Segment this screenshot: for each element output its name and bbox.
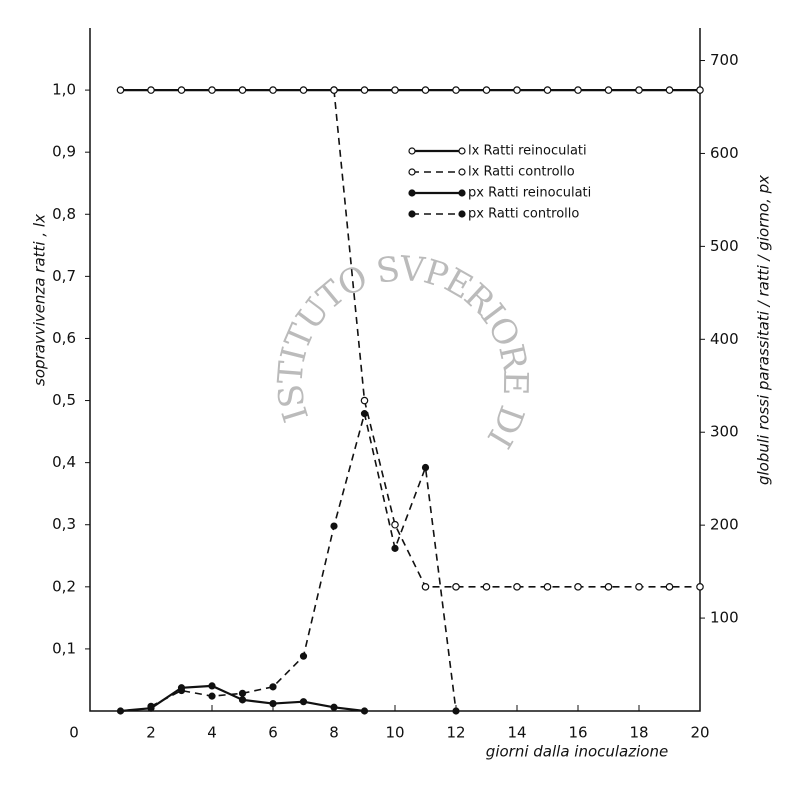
legend-label: lx Ratti controllo <box>468 165 575 180</box>
x-tick-label: 12 <box>446 724 465 742</box>
marker <box>299 652 308 660</box>
legend-marker <box>458 210 466 218</box>
marker <box>208 86 216 94</box>
marker <box>482 583 491 591</box>
marker <box>421 583 430 591</box>
marker <box>299 86 308 94</box>
x-tick-label: 10 <box>385 724 404 742</box>
y2-tick-label: 100 <box>710 609 739 627</box>
legend-marker <box>458 147 466 155</box>
legend-marker <box>408 189 416 197</box>
y2-tick-label: 600 <box>710 144 739 162</box>
marker <box>452 583 460 591</box>
marker <box>391 86 399 94</box>
marker <box>269 699 277 708</box>
marker <box>482 86 491 94</box>
y2-tick-label: 200 <box>710 516 739 534</box>
marker <box>330 703 338 711</box>
marker <box>147 86 155 94</box>
marker <box>421 86 430 94</box>
y-tick-label: 0,1 <box>52 639 76 657</box>
y-tick-label: 0,4 <box>52 453 76 471</box>
marker <box>330 522 338 530</box>
marker <box>696 583 704 591</box>
marker <box>635 86 643 94</box>
marker <box>116 707 125 715</box>
marker <box>391 520 399 529</box>
marker <box>543 583 552 591</box>
marker <box>665 583 674 591</box>
y2-tick-label: 500 <box>710 237 739 255</box>
watermark-text: ISTITUTO SVPERIORE DI SANITÀ <box>0 0 535 465</box>
y2-axis-label: globuli rossi parassitati / ratti / gior… <box>755 175 773 485</box>
marker <box>269 86 277 94</box>
marker <box>208 692 216 700</box>
marker <box>238 696 247 704</box>
x-tick-label: 2 <box>146 724 156 742</box>
marker <box>177 686 186 695</box>
marker <box>421 463 430 472</box>
y-tick-label: 0,2 <box>52 577 76 595</box>
marker <box>177 86 186 94</box>
x-tick-label: 14 <box>507 724 526 742</box>
marker <box>543 86 552 94</box>
marker <box>513 86 521 94</box>
marker <box>360 410 369 418</box>
marker <box>635 583 643 591</box>
marker <box>391 544 399 552</box>
marker <box>696 86 704 94</box>
marker <box>604 583 613 591</box>
marker <box>452 86 460 94</box>
marker <box>208 682 216 690</box>
y2-tick-label: 400 <box>710 330 739 348</box>
x-tick-label: 16 <box>568 724 587 742</box>
y-tick-label: 0,9 <box>52 143 76 161</box>
marker <box>299 698 308 706</box>
y-tick-label: 0,5 <box>52 391 76 409</box>
watermark: ISTITUTO SVPERIORE DI SANITÀ <box>0 0 535 465</box>
x-tick-label: 6 <box>268 724 278 742</box>
legend-label: px Ratti reinoculati <box>468 186 591 201</box>
y-axis-label: sopravvivenza ratti , lx <box>31 214 49 386</box>
marker <box>574 583 582 591</box>
y-tick-label: 0,6 <box>52 329 76 347</box>
marker <box>665 86 674 94</box>
legend-marker <box>408 210 416 218</box>
x-tick-label: 20 <box>690 724 709 742</box>
x-axis-label: giorni dalla inoculazione <box>486 743 668 761</box>
marker <box>360 86 369 94</box>
legend-marker <box>458 168 466 176</box>
marker <box>604 86 613 94</box>
marker <box>330 86 338 94</box>
marker <box>116 86 125 94</box>
x-tick-label: 8 <box>329 724 339 742</box>
marker <box>452 707 460 715</box>
series-line <box>150 413 457 712</box>
y-tick-label: 0,3 <box>52 515 76 533</box>
x-tick-label: 0 <box>69 724 79 742</box>
x-tick-label: 18 <box>629 724 648 742</box>
marker <box>238 689 247 697</box>
y2-tick-label: 300 <box>710 423 739 441</box>
y-tick-label: 0,8 <box>52 205 76 223</box>
legend-marker <box>408 168 416 176</box>
legend-marker <box>458 189 466 197</box>
marker <box>574 86 582 94</box>
frame <box>89 28 701 712</box>
legend-label: px Ratti controllo <box>468 207 579 222</box>
legend-label: lx Ratti reinoculati <box>468 144 587 159</box>
marker <box>360 707 369 715</box>
y-tick-label: 0,7 <box>52 267 76 285</box>
marker <box>238 86 247 94</box>
marker <box>147 702 155 710</box>
marker <box>269 683 277 691</box>
legend-marker <box>408 147 416 155</box>
y-tick-label: 1,0 <box>52 81 76 99</box>
x-tick-label: 4 <box>207 724 217 742</box>
marker <box>360 396 369 405</box>
marker <box>513 583 521 591</box>
y2-tick-label: 700 <box>710 51 739 69</box>
